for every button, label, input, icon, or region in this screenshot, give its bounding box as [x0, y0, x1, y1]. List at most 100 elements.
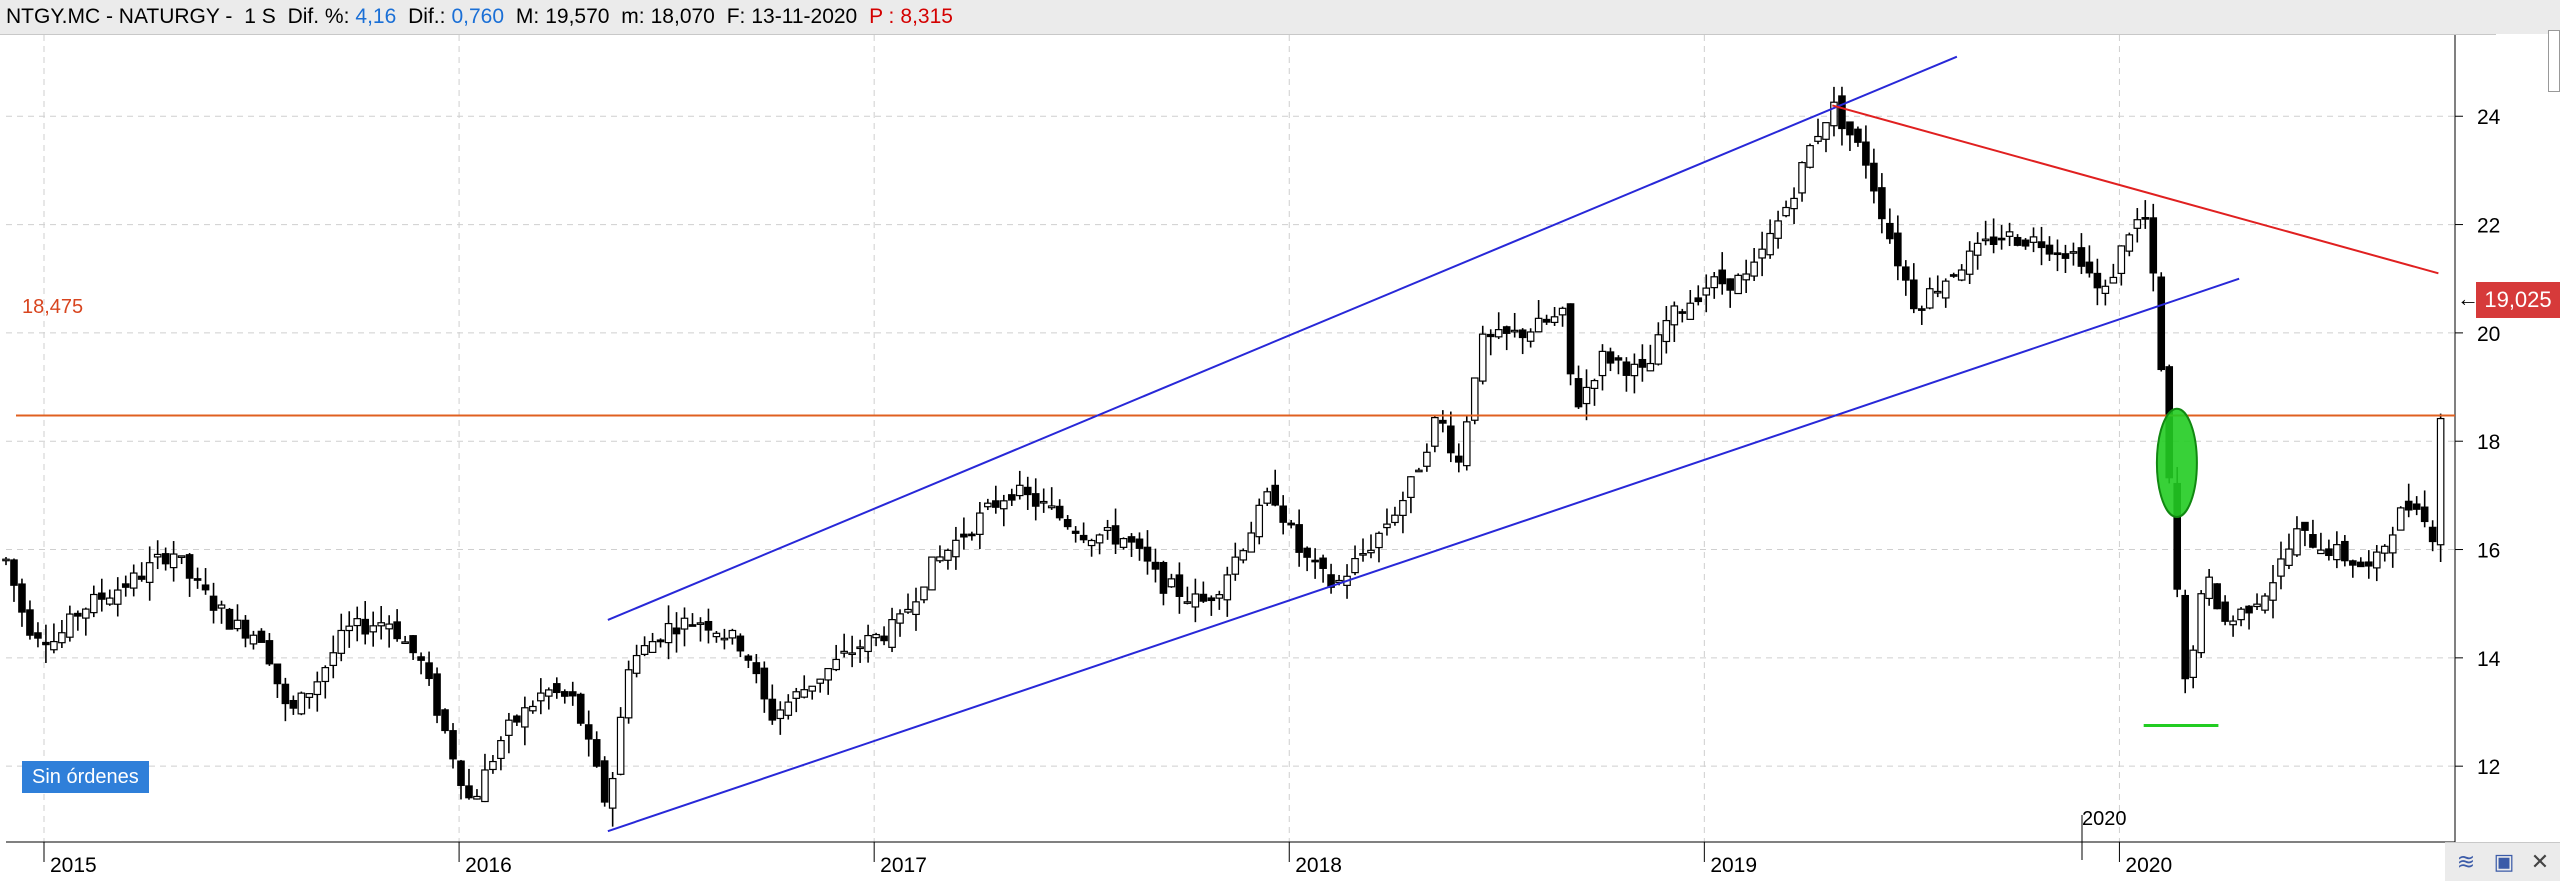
candle-body: [1774, 220, 1782, 239]
candle-body: [712, 632, 721, 638]
candle-body: [1135, 538, 1144, 549]
window-corner: [2494, 0, 2560, 92]
candle-body: [177, 555, 186, 558]
candle-body: [1814, 135, 1822, 142]
candle-body: [1223, 574, 1232, 601]
candle-body: [2125, 234, 2134, 252]
candle-body: [1886, 222, 1894, 240]
candle-body: [2205, 576, 2213, 600]
candle-body: [912, 601, 920, 616]
candle-body: [537, 692, 545, 702]
save-icon[interactable]: ▣: [2493, 849, 2515, 874]
x-tick-label: 2017: [880, 854, 927, 877]
candle-body: [1039, 500, 1048, 504]
candle-body: [1439, 419, 1447, 424]
candle-body: [1654, 334, 1663, 365]
candle-body: [2197, 593, 2205, 654]
candle-body: [473, 795, 481, 800]
candle-body: [1933, 290, 1942, 294]
max-label: M:: [515, 5, 540, 28]
candle-body: [1103, 526, 1112, 531]
candle-body: [824, 667, 832, 681]
candle-body: [800, 689, 809, 698]
candle-body: [2013, 236, 2022, 246]
candle-body: [1175, 574, 1184, 597]
candle-body: [1015, 484, 1024, 497]
candle-body: [129, 572, 138, 589]
candle-body: [1670, 305, 1679, 326]
candle-body: [1909, 279, 1918, 310]
candle-body: [1917, 308, 1926, 311]
candle-body: [1518, 329, 1527, 339]
candle-body: [1303, 547, 1311, 558]
candle-body: [816, 678, 825, 684]
period-label: 1 S: [244, 5, 276, 28]
candle-body: [984, 502, 992, 508]
candle-body: [928, 556, 936, 591]
candle-body: [1614, 357, 1623, 361]
candle-body: [1534, 317, 1543, 333]
channel-lower-line: [607, 277, 2240, 833]
candle-body: [1838, 95, 1846, 130]
candle-body: [361, 618, 370, 635]
candle-body: [960, 533, 968, 538]
candle-body: [433, 673, 441, 716]
candle-body: [345, 625, 354, 632]
candle-body: [273, 663, 282, 685]
candle-body: [97, 592, 106, 600]
candle-body: [1079, 534, 1088, 541]
candle-body: [313, 681, 322, 696]
candle-body: [42, 641, 50, 646]
candle-body: [696, 622, 705, 625]
candle-body: [409, 635, 417, 654]
orders-badge[interactable]: Sin órdenes: [22, 761, 149, 793]
indicator-icon[interactable]: ≋: [2456, 849, 2476, 874]
candle-body: [896, 613, 904, 624]
candle-body: [1407, 476, 1415, 498]
candle-body: [2364, 561, 2373, 567]
candle-body: [2229, 620, 2237, 626]
candle-body: [1007, 494, 1016, 501]
candle-body: [944, 549, 952, 561]
candle-body: [1510, 329, 1519, 333]
candle-body: [1167, 578, 1176, 588]
candle-body: [2061, 253, 2070, 259]
candle-body: [2237, 608, 2245, 621]
candle-body: [2069, 251, 2078, 254]
candle-body: [521, 707, 529, 728]
candle-body: [425, 662, 433, 680]
candle-body: [1790, 197, 1798, 210]
candle-body: [153, 553, 162, 558]
candle-body: [233, 619, 242, 630]
candle-body: [1590, 380, 1599, 389]
candle-body: [768, 698, 777, 721]
candle-body: [353, 618, 362, 627]
min-value: 18,070: [650, 5, 715, 28]
candle-body: [1279, 505, 1287, 523]
candle-body: [1957, 269, 1966, 281]
candle-body: [640, 645, 649, 655]
candle-body: [1925, 288, 1934, 309]
candle-body: [744, 655, 753, 661]
candle-body: [337, 629, 346, 654]
candle-body: [82, 608, 90, 619]
candle-body: [1159, 562, 1168, 594]
candle-body: [2412, 503, 2421, 510]
candle-body: [688, 624, 697, 627]
candle-body: [1806, 145, 1814, 168]
candle-body: [832, 658, 840, 671]
candle-body: [760, 667, 769, 700]
candle-body: [2325, 548, 2333, 557]
candle-body: [209, 595, 218, 611]
candle-body: [1271, 484, 1280, 506]
candle-body: [2093, 272, 2102, 289]
candle-body: [1063, 519, 1072, 528]
candle-body: [1997, 237, 2006, 241]
candle-body: [1367, 549, 1375, 554]
close-icon[interactable]: ✕: [2530, 849, 2550, 874]
candle-body: [1598, 350, 1607, 377]
candle-body: [1295, 524, 1303, 553]
candle-body: [393, 621, 401, 640]
candle-body: [552, 683, 561, 694]
